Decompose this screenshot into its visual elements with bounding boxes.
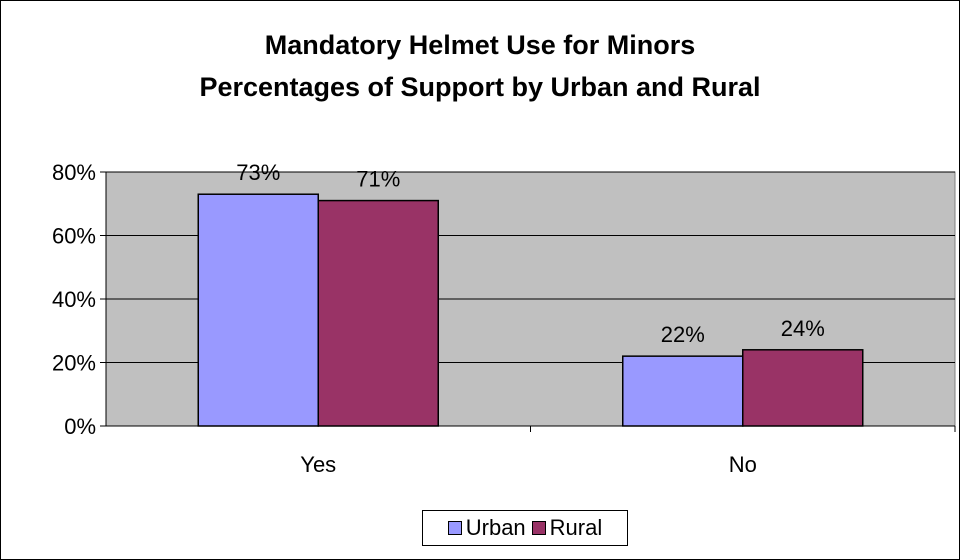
y-tick-label: 20% [52,351,96,376]
x-tick-label-yes: Yes [300,452,336,477]
x-tick-label-no: No [729,452,757,477]
bar-rural-no [742,349,864,427]
y-tick-label: 40% [52,287,96,312]
y-tick-label: 60% [52,224,96,249]
legend-label-urban: Urban [465,515,526,540]
chart-title: Mandatory Helmet Use for Minors [264,30,696,60]
y-tick-label: 80% [52,160,96,185]
legend-item-rural: Rural [531,515,603,541]
legend: Urban Rural [422,510,628,546]
bar-urban-yes [197,193,319,427]
legend-swatch-rural [531,521,546,535]
legend-swatch-urban [447,521,462,535]
bar-urban-no [622,355,744,427]
data-label: 73% [236,160,280,185]
chart-subtitle: Percentages of Support by Urban and Rura… [199,72,761,102]
bar-rural-yes [317,199,439,427]
data-label: 24% [781,316,825,341]
legend-label-rural: Rural [549,515,603,540]
legend-item-urban: Urban [447,515,526,541]
y-tick-label: 0% [64,414,96,439]
data-label: 71% [356,167,400,192]
data-label: 22% [661,322,705,347]
